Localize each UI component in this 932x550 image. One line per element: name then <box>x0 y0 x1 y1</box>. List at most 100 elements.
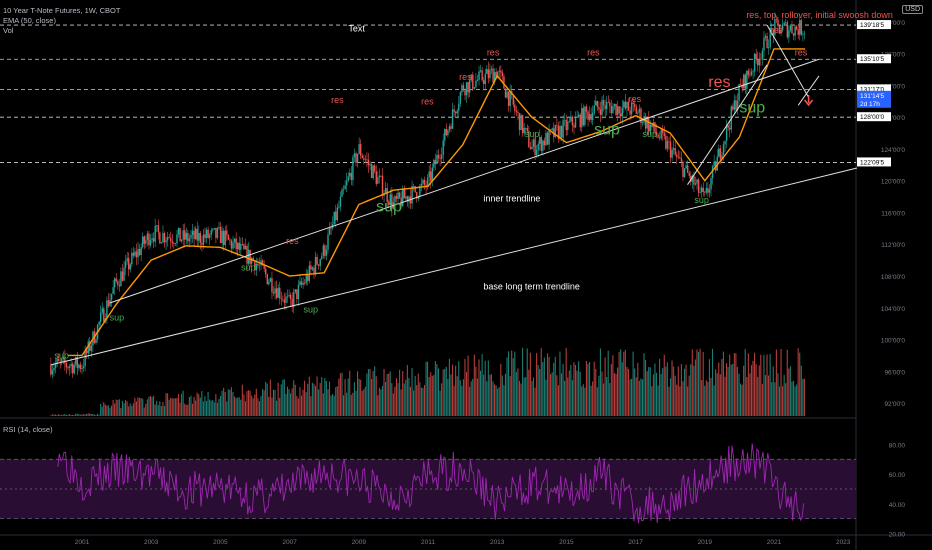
volume-bar <box>581 386 583 416</box>
volume-bar <box>685 364 687 416</box>
volume-bar <box>631 378 633 416</box>
volume-bar <box>559 351 561 416</box>
volume-bar <box>238 397 240 416</box>
volume-bar <box>132 403 134 416</box>
trendline-base-long-term-trendline[interactable] <box>50 167 858 366</box>
candle-body <box>567 121 569 131</box>
chart-annotation-base-long-term-trendline[interactable]: base long term trendline <box>483 281 580 291</box>
candle-body <box>604 104 606 110</box>
chart-annotation-res[interactable]: res <box>708 74 730 91</box>
chart-annotation-res[interactable]: res <box>795 47 808 57</box>
volume-bar <box>307 383 309 416</box>
chart-annotation-res[interactable]: res <box>421 96 434 106</box>
volume-bar <box>54 414 57 416</box>
candle-body <box>539 137 541 144</box>
trendline-rise-2019[interactable] <box>687 64 768 185</box>
volume-bar <box>641 379 644 416</box>
candle-body <box>61 359 63 362</box>
volume-bar <box>59 414 61 416</box>
volume-bar <box>149 395 152 416</box>
volume-bar <box>154 404 156 416</box>
chart-annotation-inner-trendline[interactable]: inner trendline <box>483 193 540 203</box>
price-axis-tick: 104'00'0 <box>881 306 906 313</box>
volume-bar <box>400 389 402 416</box>
chart-annotation-res-top-rollover-initial-swoosh-down[interactable]: res, top, rollover, initial swoosh down <box>746 10 893 20</box>
chart-annotation-res[interactable]: res <box>331 95 344 105</box>
volume-bar <box>218 398 220 416</box>
chart-annotation-res[interactable]: res <box>459 72 472 82</box>
chart-annotation-text[interactable]: Text <box>348 23 365 33</box>
volume-legend[interactable]: Vol <box>3 26 14 35</box>
candle-body <box>794 26 796 36</box>
chart-annotation-res[interactable]: res <box>286 236 299 246</box>
candle-body <box>732 106 734 110</box>
candle-body <box>103 308 105 322</box>
candle-body <box>286 295 289 297</box>
candle-body <box>615 104 617 115</box>
volume-bar <box>512 358 514 416</box>
volume-bar <box>442 369 444 416</box>
candle-body <box>240 243 242 250</box>
candle-body <box>296 289 298 300</box>
candle-body <box>328 227 331 235</box>
candle-body <box>386 188 388 202</box>
volume-bar <box>293 380 295 416</box>
chart-annotation-res[interactable]: res <box>587 47 600 57</box>
volume-bar <box>690 364 692 416</box>
volume-bar <box>104 404 106 416</box>
candle-body <box>563 119 566 121</box>
candle-body <box>683 168 686 177</box>
candle-body <box>757 59 759 66</box>
volume-bar <box>599 348 601 416</box>
candle-body <box>344 185 346 190</box>
candle-body <box>598 107 600 110</box>
trendline-wedge-upper[interactable] <box>766 24 810 98</box>
volume-bar <box>416 385 418 416</box>
volume-bar <box>643 353 645 416</box>
chart-annotation-sup[interactable]: sup <box>643 129 658 139</box>
chart-annotation-res[interactable]: res <box>487 47 500 57</box>
trendline-inner-trendline[interactable] <box>109 58 820 304</box>
volume-bar <box>100 403 102 416</box>
candle-body <box>316 256 318 265</box>
volume-bar <box>673 366 675 416</box>
candle-body <box>235 238 237 250</box>
chart-annotation-sup[interactable]: sup <box>376 199 402 216</box>
volume-bar <box>333 395 335 416</box>
volume-bar <box>788 368 790 416</box>
volume-bar <box>794 386 796 416</box>
candle-body <box>610 105 613 114</box>
chart-annotation-sup[interactable]: sup <box>110 312 125 322</box>
currency-label[interactable]: USD <box>902 5 923 14</box>
chart-annotation-sup[interactable]: sup <box>54 351 69 361</box>
volume-bar <box>476 378 478 416</box>
chart-annotation-res[interactable]: res <box>771 25 784 35</box>
candle-body <box>243 244 245 250</box>
candle-body <box>448 126 451 130</box>
candle-body <box>308 265 311 281</box>
candle-body <box>574 117 577 128</box>
rsi-legend[interactable]: RSI (14, close) <box>3 425 53 434</box>
chart-annotation-sup[interactable]: sup <box>694 195 709 205</box>
candle-body <box>640 108 642 124</box>
candle-body <box>655 131 658 135</box>
candle-body <box>180 239 183 242</box>
trendline-wedge-lower[interactable] <box>797 75 820 106</box>
volume-bar <box>579 371 581 416</box>
volume-bar <box>385 381 387 416</box>
chart-annotation-sup[interactable]: sup <box>594 122 620 139</box>
candle-body <box>335 211 337 221</box>
candle-body <box>151 238 153 240</box>
chart-annotation-res[interactable]: res <box>629 94 642 104</box>
volume-bar <box>735 353 737 416</box>
chart-annotation-sup[interactable]: sup <box>525 129 540 139</box>
volume-bar <box>747 353 749 416</box>
volume-bar <box>380 389 382 416</box>
ema-legend[interactable]: EMA (50, close) <box>3 16 56 25</box>
chart-annotation-sup[interactable]: sup <box>739 99 765 116</box>
chart-annotation-sup[interactable]: sup <box>241 262 256 272</box>
candle-body <box>305 274 307 284</box>
candle-body <box>458 103 460 111</box>
chart-annotation-sup[interactable]: sup <box>303 305 318 315</box>
